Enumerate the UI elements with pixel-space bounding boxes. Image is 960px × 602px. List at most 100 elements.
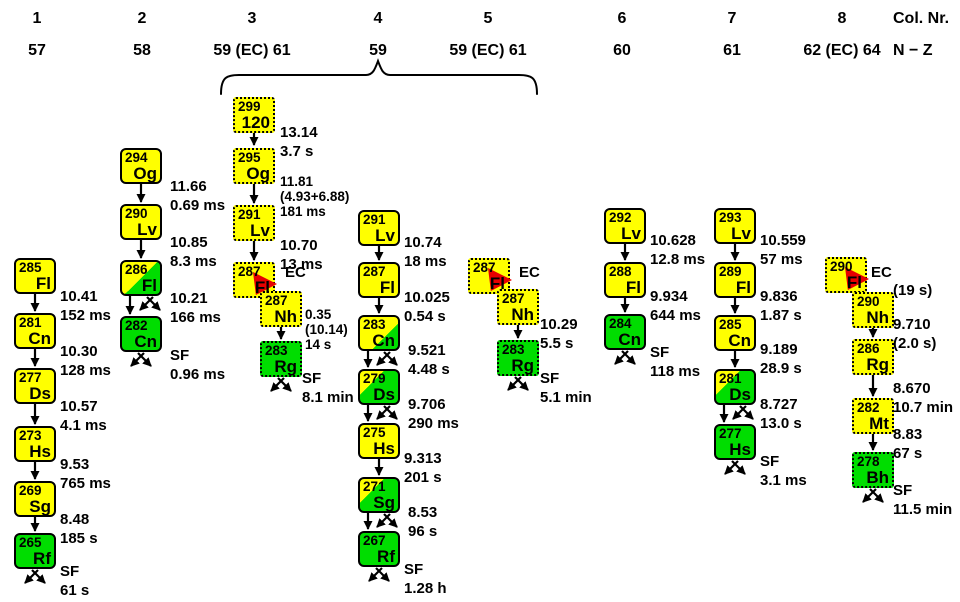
nuclide-box-286-Rg: 286 Rg: [852, 339, 894, 375]
decay-data-line: 3.7 s: [280, 143, 314, 160]
decay-data-line: 4.48 s: [408, 361, 450, 378]
decay-data-label: 9.706 290 ms: [408, 395, 459, 433]
element-symbol: Fl: [141, 276, 157, 295]
decay-data-line: SF: [893, 482, 913, 499]
decay-data-line: 290 ms: [408, 415, 459, 432]
element-symbol: Cn: [372, 331, 395, 350]
nuclide-box-282-Mt: 282 Mt: [852, 398, 894, 434]
mass-number: 283: [265, 343, 288, 358]
element-symbol: Lv: [137, 220, 157, 239]
nuclide-box-283-Rg: 283 Rg: [260, 341, 302, 377]
sf-fork-arrow-left: [130, 352, 145, 367]
element-symbol: Fl: [625, 278, 641, 297]
decay-data-line: 4.1 ms: [60, 417, 107, 434]
header-col-number: 8: [837, 10, 847, 27]
mass-number: 277: [719, 426, 742, 441]
nuclide-box-278-Bh: 278 Bh: [852, 452, 894, 488]
decay-data-line: 10.7 min: [893, 399, 954, 416]
element-symbol: Cn: [618, 330, 641, 349]
decay-data-line: 8.670: [893, 380, 931, 397]
decay-data-line: 11.66: [170, 178, 207, 195]
nuclide-box-267-Rf: 267 Rf: [358, 531, 400, 567]
nuclide-box-288-Fl: 288 Fl: [604, 262, 646, 298]
sf-fork-arrow-left: [614, 350, 629, 365]
decay-data-label: 8.670 10.7 min: [893, 379, 953, 417]
decay-data-line: 10.41: [60, 288, 98, 305]
nz-legend: N − Z: [893, 42, 933, 59]
decay-data-line: 3.1 ms: [760, 472, 807, 489]
nuclide-box-279-Ds: 279 Ds: [358, 369, 400, 405]
mass-number: 281: [719, 371, 742, 386]
decay-data-label: 8.83 67 s: [893, 425, 922, 463]
decay-data-line: 10.559: [760, 232, 806, 249]
decay-data-line: 61 s: [60, 582, 90, 599]
decay-data-line: 11.81: [280, 174, 314, 189]
decay-data-line: 0.96 ms: [170, 366, 226, 383]
decay-data-line: 765 ms: [60, 475, 111, 492]
decay-data-line: 1.87 s: [760, 307, 802, 324]
nuclide-box-277-Hs: 277 Hs: [714, 424, 756, 460]
decay-data-line: 9.521: [408, 342, 446, 359]
decay-data-label: SF 5.1 min: [540, 369, 592, 407]
decay-data-label: 8.727 13.0 s: [760, 395, 802, 433]
nuclide-box-287-Nh: 287 Nh: [497, 289, 539, 325]
element-symbol: Hs: [29, 442, 51, 461]
nuclide-box-289-Fl: 289 Fl: [714, 262, 756, 298]
decay-data-label: 10.559 57 ms: [760, 231, 806, 269]
mass-number: 291: [238, 207, 261, 222]
header-col-number: 2: [137, 10, 147, 27]
nuclide-box-282-Cn: 282 Cn: [120, 316, 162, 352]
element-symbol: Fl: [379, 278, 395, 297]
header-col-nz: 58: [133, 42, 151, 59]
brace-columns-3-to-5: [220, 58, 538, 95]
decay-data-line: 18 ms: [404, 253, 447, 270]
nuclide-box-291-Lv: 291 Lv: [358, 210, 400, 246]
header-col-number: 1: [32, 10, 42, 27]
decay-data-line: 14 s: [305, 337, 332, 352]
sf-fork-arrow-left: [507, 376, 522, 391]
element-symbol: Fl: [35, 274, 51, 293]
decay-data-label: 10.57 4.1 ms: [60, 397, 107, 435]
decay-data-line: SF: [60, 563, 80, 580]
mass-number: 273: [19, 428, 42, 443]
decay-data-line: 128 ms: [60, 362, 111, 379]
decay-data-label: 10.74 18 ms: [404, 233, 447, 271]
mass-number: 269: [19, 483, 42, 498]
mass-number: 267: [363, 533, 386, 548]
mass-number: 290: [830, 259, 853, 274]
mass-number: 289: [719, 264, 742, 279]
mass-number: 290: [857, 294, 880, 309]
mass-number: 286: [857, 341, 880, 356]
element-symbol: Cn: [28, 329, 51, 348]
decay-data-line: 10.30: [60, 343, 98, 360]
decay-data-line: SF: [170, 347, 190, 364]
sf-fork-arrow-left: [724, 460, 739, 475]
decay-data-line: 9.706: [408, 396, 446, 413]
mass-number: 284: [609, 316, 632, 331]
element-symbol: Cn: [134, 332, 157, 351]
sf-fork-arrow-left: [376, 513, 391, 528]
nuclide-box-275-Hs: 275 Hs: [358, 423, 400, 459]
element-symbol: Fl: [254, 278, 270, 297]
header-col-number: 3: [247, 10, 257, 27]
col-nr-legend: Col. Nr.: [893, 10, 950, 27]
decay-data-line: 96 s: [408, 523, 438, 540]
decay-data-line: (2.0 s): [893, 335, 937, 352]
nuclide-box-287-Nh: 287 Nh: [260, 291, 302, 327]
nuclide-box-287-Fl: 287 Fl: [233, 262, 277, 298]
element-symbol: Ds: [729, 385, 751, 404]
decay-data-line: 8.83: [893, 426, 923, 443]
decay-data-line: 8.1 min: [302, 389, 354, 406]
mass-number: 293: [719, 210, 742, 225]
sf-fork-arrow-right: [621, 350, 636, 365]
decay-data-line: 644 ms: [650, 307, 701, 324]
decay-data-line: 67 s: [893, 445, 923, 462]
decay-data-line: 9.53: [60, 456, 90, 473]
nuclide-box-290-Fl: 290 Fl: [825, 257, 869, 293]
sf-fork-arrow-left: [368, 567, 383, 582]
header-col-nz: 59 (EC) 61: [213, 42, 291, 59]
decay-data-label: 13.14 3.7 s: [280, 123, 318, 161]
header-col-number: 6: [617, 10, 627, 27]
sf-fork-arrow-right: [277, 377, 292, 392]
